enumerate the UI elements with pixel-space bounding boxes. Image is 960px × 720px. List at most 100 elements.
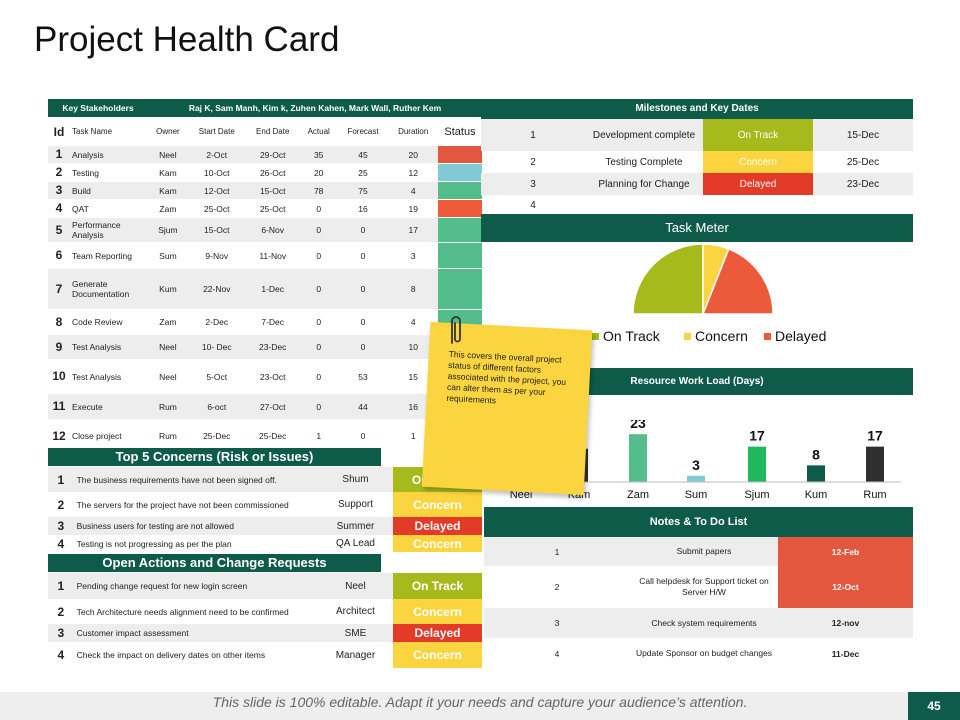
concerns-desc-cell: The servers for the project have not bee… bbox=[76, 499, 289, 510]
page-number: 45 bbox=[908, 692, 960, 720]
actions-desc-cell: Customer impact assessment bbox=[73, 624, 318, 642]
task-name-cell: Generate Documentation bbox=[70, 268, 148, 310]
table-row: 10 Test Analysis Neel 5-Oct 23-Oct 0 53 15 bbox=[48, 359, 482, 394]
task-col-header: Task Name bbox=[70, 117, 148, 146]
task-actual-cell: 0 bbox=[299, 268, 338, 310]
stakeholders-value: Raj K, Sam Manh, Kim k, Zuhen Kahen, Mar… bbox=[148, 99, 482, 118]
status-badge: Concern bbox=[703, 151, 813, 173]
task-forecast-cell: 25 bbox=[337, 163, 389, 182]
task-meter-title: Task Meter bbox=[481, 214, 913, 242]
concerns-desc-cell: Business users for testing are not allow… bbox=[73, 517, 318, 535]
task-start-cell: 15-Oct bbox=[187, 217, 246, 243]
bar-sum bbox=[687, 475, 705, 482]
actions-table: 1 Pending change request for new login sc… bbox=[48, 573, 482, 668]
task-end-cell: 25-Oct bbox=[245, 199, 300, 218]
stakeholders-label: Key Stakeholders bbox=[48, 99, 148, 118]
task-end-cell: 29-Oct bbox=[245, 145, 300, 164]
task-actual-cell: 20 bbox=[299, 163, 338, 182]
milestones-title: Milestones and Key Dates bbox=[481, 99, 913, 119]
task-name-cell: Test Analysis bbox=[70, 334, 148, 360]
milestone-date: 25-Dec bbox=[846, 156, 880, 168]
note-num: 2 bbox=[554, 582, 560, 592]
task-actual-cell: 0 bbox=[299, 334, 338, 360]
actions-num-cell: 2 bbox=[57, 604, 65, 619]
task-start-cell: 10-Oct bbox=[187, 163, 246, 182]
table-row: 2 Testing Kam 10-Oct 26-Oct 20 25 12 bbox=[48, 163, 482, 182]
task-owner-cell: Zam bbox=[148, 309, 188, 335]
actions-desc-cell: Check the impact on delivery dates on ot… bbox=[76, 650, 266, 660]
task-start-cell: 9-Nov bbox=[187, 242, 246, 269]
actions-num-cell: 4 bbox=[57, 648, 65, 662]
task-name-cell: Code Review bbox=[70, 309, 148, 335]
notes-title: Notes & To Do List bbox=[484, 507, 913, 537]
task-col-header: Duration bbox=[388, 117, 438, 146]
task-forecast-cell: 44 bbox=[337, 393, 389, 420]
task-owner-cell: Sjum bbox=[148, 217, 188, 243]
task-name-cell: Performance Analysis bbox=[70, 217, 148, 243]
actions-owner-cell: Neel bbox=[317, 573, 393, 599]
table-row: 9 Test Analysis Neel 10- Dec 23-Dec 0 0 10 bbox=[48, 334, 482, 360]
bar-zam bbox=[629, 434, 647, 482]
task-actual-cell: 78 bbox=[299, 181, 338, 200]
note-date: 12-Feb bbox=[778, 537, 913, 566]
legend-entry: On Track bbox=[603, 328, 661, 344]
concerns-owner-cell: Summer bbox=[317, 517, 394, 535]
task-status-cell bbox=[438, 242, 482, 269]
task-end-cell: 26-Oct bbox=[245, 163, 300, 182]
milestone-name bbox=[585, 195, 703, 215]
task-name-cell: QAT bbox=[70, 199, 148, 218]
task-col-header: Forecast bbox=[337, 117, 389, 146]
list-item: 2 The servers for the project have not be… bbox=[48, 492, 482, 517]
notes-row: 1 Submit papers 12-Feb bbox=[484, 537, 913, 566]
bar-sjum bbox=[748, 446, 766, 482]
task-status-cell bbox=[438, 145, 482, 164]
task-name-cell: Build bbox=[70, 181, 148, 200]
task-forecast-cell: 16 bbox=[337, 199, 389, 218]
task-duration-cell: 3 bbox=[388, 242, 438, 269]
bar-category-label: Kum bbox=[805, 489, 828, 501]
bar-data-label: 17 bbox=[867, 428, 883, 444]
table-row: 6 Team Reporting Sum 9-Nov 11-Nov 0 0 3 bbox=[48, 242, 482, 269]
note-text: Submit papers bbox=[630, 537, 778, 566]
task-name-cell: Close project bbox=[70, 419, 148, 453]
task-start-cell: 22-Nov bbox=[187, 268, 246, 310]
table-row: 3 Build Kam 12-Oct 15-Oct 78 75 4 bbox=[48, 181, 482, 200]
concerns-desc-cell: Testing is not progressing as per the pl… bbox=[76, 538, 232, 549]
status-badge: Delayed bbox=[393, 517, 482, 535]
legend-swatch bbox=[764, 333, 771, 340]
footer-text: This slide is 100% editable. Adapt it yo… bbox=[212, 694, 748, 710]
concerns-num-cell: 4 bbox=[57, 536, 65, 551]
task-owner-cell: Sum bbox=[148, 242, 188, 269]
bar-category-label: Sum bbox=[685, 489, 708, 501]
status-badge: On Track bbox=[392, 573, 482, 599]
list-item: 1 The business requirements have not been… bbox=[48, 467, 482, 492]
task-start-cell: 25-Oct bbox=[187, 199, 246, 218]
status-badge: Concern bbox=[393, 535, 482, 552]
concerns-desc-cell: The business requirements have not been … bbox=[73, 467, 318, 492]
task-status-cell bbox=[438, 199, 482, 218]
bar-data-label: 17 bbox=[749, 428, 765, 444]
task-duration-cell: 17 bbox=[388, 217, 438, 243]
page-title: Project Health Card bbox=[34, 20, 340, 59]
sticky-note-text: This covers the overall project status o… bbox=[446, 348, 567, 406]
task-col-header: Owner bbox=[148, 117, 188, 146]
milestone-num: 1 bbox=[481, 119, 585, 151]
milestone-num: 4 bbox=[530, 199, 536, 211]
notes-table: 1 Submit papers 12-Feb 2 Call helpdesk for S… bbox=[484, 537, 913, 669]
meter-slice-on-track bbox=[632, 243, 704, 315]
task-end-cell: 23-Oct bbox=[245, 359, 300, 394]
task-duration-cell: 20 bbox=[388, 145, 438, 164]
task-col-header: Status bbox=[438, 117, 482, 146]
actions-title: Open Actions and Change Requests bbox=[48, 554, 381, 572]
footer-bar bbox=[0, 692, 960, 720]
table-row: 1 Analysis Neel 2-Oct 29-Oct 35 45 20 bbox=[48, 145, 482, 164]
note-text: Call helpdesk for Support ticket on Serv… bbox=[639, 576, 769, 597]
task-forecast-cell: 0 bbox=[337, 268, 389, 310]
table-row: 7 Generate Documentation Kum 22-Nov 1-Dec 0 0 8 bbox=[48, 268, 482, 310]
task-col-header: Actual bbox=[299, 117, 338, 146]
task-id-cell: 5 bbox=[48, 217, 70, 243]
task-owner-cell: Kam bbox=[148, 163, 188, 182]
milestones-table: 1 Development complete On Track 15-Dec 2 Test… bbox=[481, 119, 913, 215]
list-item: 1 Pending change request for new login sc… bbox=[48, 573, 482, 599]
status-badge: Concern bbox=[392, 599, 482, 624]
